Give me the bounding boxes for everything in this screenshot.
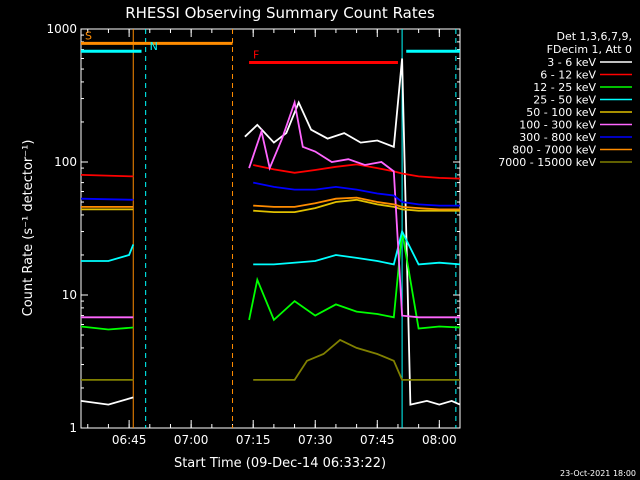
interval-label: F — [253, 48, 259, 61]
interval-label: N — [150, 40, 158, 53]
x-tick-label: 07:45 — [360, 433, 395, 447]
legend-entry-label: 25 - 50 keV — [533, 94, 596, 107]
legend-header-line-1: Det 1,3,6,7,9, — [556, 30, 632, 43]
legend-entry-label: 6 - 12 keV — [540, 69, 596, 82]
interval-label: S — [85, 29, 92, 42]
y-tick-label: 10 — [62, 288, 77, 302]
x-tick-label: 07:00 — [174, 433, 209, 447]
legend-entry-label: 12 - 25 keV — [533, 81, 596, 94]
plot-area: 1 10 100 1000 06:45 07:00 07:15 07:30 07:45 08:00… — [46, 22, 461, 447]
legend-entry-label: 300 - 800 keV — [519, 131, 596, 144]
x-tick-label: 08:00 — [422, 433, 457, 447]
series-line — [80, 58, 461, 406]
chart-title: RHESSI Observing Summary Count Rates — [125, 4, 435, 22]
y-tick-label: 100 — [54, 155, 77, 169]
x-tick-label: 07:30 — [298, 433, 333, 447]
series-line — [81, 228, 461, 266]
footer-timestamp: 23-Oct-2021 18:00 — [560, 469, 636, 478]
x-tick-label: 07:15 — [236, 433, 271, 447]
legend-entry-label: 50 - 100 keV — [526, 106, 596, 119]
series-line — [80, 163, 461, 180]
series-line — [81, 98, 460, 319]
x-axis-label: Start Time (09-Dec-14 06:33:22) — [174, 456, 386, 471]
legend-entry-label: 800 - 7000 keV — [512, 144, 596, 157]
y-axis-label: Count Rate (s⁻¹ detector⁻¹) — [21, 140, 36, 317]
legend-entry-label: 3 - 6 keV — [547, 56, 596, 69]
legend-header-line-2: FDecim 1, Att 0 — [547, 43, 632, 56]
y-tick-label: 1 — [69, 421, 77, 435]
legend-entry-label: 100 - 300 keV — [519, 119, 596, 132]
y-tick-label: 1000 — [46, 22, 77, 36]
series-line — [80, 181, 460, 207]
series-line — [81, 198, 460, 213]
x-tick-label: 06:45 — [112, 433, 147, 447]
legend-entry-label: 7000 - 15000 keV — [498, 156, 596, 169]
plot-frame — [80, 28, 461, 429]
series-line — [81, 196, 460, 211]
series-line — [80, 231, 461, 331]
series-line — [81, 338, 460, 381]
